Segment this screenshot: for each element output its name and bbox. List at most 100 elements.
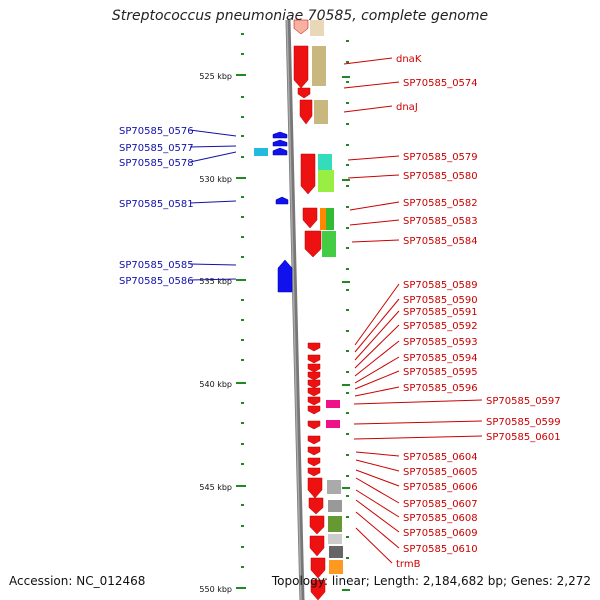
left-gene-label: SP70585_0578	[119, 158, 194, 169]
gene-arrow	[304, 230, 322, 258]
topology-text: Topology: linear; Length: 2,184,682 bp; …	[271, 574, 591, 588]
right-gene-label: SP70585_0608	[403, 513, 478, 524]
right-gene-label: SP70585_0605	[403, 467, 478, 478]
gene-arrow	[302, 207, 318, 229]
gene-arrow	[272, 131, 288, 139]
right-gene-label: SP70585_0574	[403, 78, 478, 89]
scale-tick-label: 545 kbp	[199, 483, 232, 492]
feature-block	[328, 534, 342, 544]
feature-block	[254, 148, 268, 156]
gene-arrow	[307, 457, 321, 467]
left-gene-label: SP70585_0581	[119, 199, 194, 210]
gene-arrow	[307, 387, 321, 397]
right-gene-label: SP70585_0591	[403, 307, 478, 318]
leader-line	[189, 145, 237, 148]
accession-text: Accession: NC_012468	[9, 574, 146, 588]
leader-line	[354, 283, 400, 346]
leader-line	[347, 155, 400, 161]
gene-arrow	[307, 379, 321, 389]
leader-line	[343, 57, 393, 65]
leader-line	[354, 298, 400, 353]
right-gene-label: dnaK	[396, 54, 422, 65]
gene-arrow	[297, 87, 311, 99]
gene-arrow	[307, 354, 321, 364]
gene-arrow	[307, 420, 321, 430]
right-gene-label: SP70585_0609	[403, 528, 478, 539]
left-gene-label: SP70585_0576	[119, 126, 194, 137]
feature-block	[320, 208, 328, 230]
leader-line	[355, 527, 393, 564]
left-gene-label: SP70585_0577	[119, 143, 194, 154]
scale-tick-label: 540 kbp	[199, 380, 232, 389]
leader-line	[354, 356, 400, 384]
feature-block	[310, 20, 324, 36]
gene-arrow	[309, 535, 325, 557]
leader-line	[351, 239, 400, 243]
leader-line	[355, 477, 400, 504]
gene-arrow	[307, 396, 321, 406]
right-gene-label: SP70585_0599	[486, 417, 561, 428]
gene-arrow	[307, 363, 321, 373]
gene-arrow	[307, 435, 321, 445]
gene-arrow	[293, 19, 309, 35]
right-gene-label: SP70585_0592	[403, 321, 478, 332]
gene-arrow	[293, 45, 309, 89]
gene-arrow	[307, 467, 321, 477]
leader-line	[347, 174, 400, 179]
gene-arrow	[275, 196, 289, 205]
feature-block	[326, 400, 340, 408]
gene-arrow	[308, 497, 324, 515]
leader-line	[189, 278, 237, 281]
right-gene-label: SP70585_0582	[403, 198, 478, 209]
leader-line	[343, 105, 393, 113]
right-gene-label: SP70585_0593	[403, 337, 478, 348]
right-gene-label: SP70585_0579	[403, 152, 478, 163]
right-gene-label: SP70585_0601	[486, 432, 561, 443]
leader-line	[349, 219, 400, 226]
feature-block	[327, 480, 341, 494]
gene-arrow	[307, 477, 323, 499]
gene-arrow	[310, 557, 326, 579]
feature-block	[329, 546, 343, 558]
leader-line	[355, 451, 400, 457]
right-gene-label: SP70585_0610	[403, 544, 478, 555]
right-gene-label: SP70585_0604	[403, 452, 478, 463]
right-gene-label: SP70585_0590	[403, 295, 478, 306]
left-gene-label: SP70585_0585	[119, 260, 194, 271]
leader-line	[353, 399, 483, 405]
right-gene-label: SP70585_0594	[403, 353, 478, 364]
scale-tick-label: 530 kbp	[199, 175, 232, 184]
gene-arrow	[309, 515, 325, 535]
leader-line	[353, 435, 483, 440]
feature-block	[329, 560, 343, 574]
gene-arrow	[307, 342, 321, 352]
genome-backbone-highlight	[286, 19, 302, 600]
leader-line	[343, 81, 400, 89]
scale-tick-label: 525 kbp	[199, 72, 232, 81]
leader-line	[354, 386, 400, 397]
gene-arrow	[272, 147, 288, 156]
gene-arrow	[310, 579, 326, 600]
feature-block	[318, 170, 334, 192]
leader-line	[355, 489, 400, 518]
gene-arrow	[299, 99, 313, 125]
leader-line	[354, 340, 400, 377]
leader-line	[355, 469, 400, 487]
right-gene-label: trmB	[396, 559, 421, 570]
leader-line	[189, 200, 237, 204]
feature-block	[312, 46, 326, 86]
scale-tick-label: 535 kbp	[199, 277, 232, 286]
leader-line	[355, 499, 400, 533]
right-gene-label: SP70585_0589	[403, 280, 478, 291]
right-gene-label: SP70585_0583	[403, 216, 478, 227]
feature-block	[318, 154, 332, 170]
right-gene-label: SP70585_0596	[403, 383, 478, 394]
gene-arrow	[307, 446, 321, 456]
feature-block	[328, 500, 342, 512]
feature-block	[314, 100, 328, 124]
gene-arrow	[307, 405, 321, 415]
right-gene-label: SP70585_0580	[403, 171, 478, 182]
right-gene-label: SP70585_0607	[403, 499, 478, 510]
